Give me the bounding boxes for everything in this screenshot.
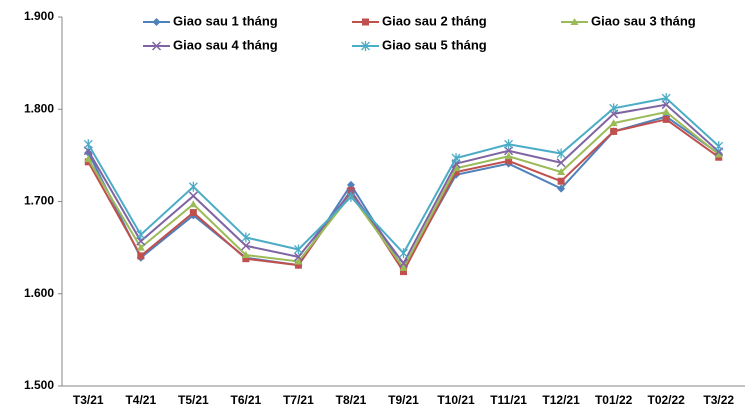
marker [361, 41, 370, 51]
marker [662, 108, 671, 116]
legend-item: Giao sau 2 tháng [352, 13, 487, 28]
legend-item: Giao sau 1 tháng [143, 13, 278, 28]
legend-label: Giao sau 3 tháng [591, 13, 696, 28]
series [83, 93, 724, 259]
legend-label: Giao sau 2 tháng [382, 13, 487, 28]
x-tick-label: T8/21 [336, 393, 367, 407]
marker [398, 258, 409, 268]
x-tick-label: T10/21 [437, 393, 475, 407]
y-tick-label: 1.600 [24, 286, 54, 300]
x-tick-label: T02/22 [648, 393, 686, 407]
legend-label: Giao sau 5 tháng [382, 37, 487, 52]
marker [661, 93, 671, 104]
series [83, 100, 724, 268]
x-tick-label: T12/21 [542, 393, 580, 407]
marker [83, 139, 93, 150]
legend-item: Giao sau 4 tháng [143, 37, 278, 52]
marker [136, 229, 146, 240]
marker [399, 248, 408, 259]
legend-item: Giao sau 3 tháng [561, 13, 696, 28]
marker [241, 241, 251, 251]
marker [293, 252, 303, 262]
marker [504, 146, 514, 156]
marker [188, 181, 198, 192]
x-tick-label: T3/22 [703, 393, 734, 407]
x-tick-label: T7/21 [283, 393, 314, 407]
marker [137, 252, 145, 260]
marker [609, 119, 618, 127]
series-line [87, 115, 720, 271]
marker [452, 168, 460, 176]
marker [451, 153, 461, 164]
marker [557, 184, 566, 193]
marker [136, 236, 146, 246]
marker [556, 158, 566, 168]
series [84, 108, 723, 271]
marker [505, 157, 513, 165]
marker [504, 139, 514, 150]
marker [400, 268, 407, 276]
x-tick-label: T5/21 [178, 393, 209, 407]
marker [241, 232, 251, 243]
legend-label: Giao sau 4 tháng [173, 37, 278, 52]
marker [714, 141, 724, 152]
marker [661, 100, 671, 110]
x-tick-label: T9/21 [388, 393, 419, 407]
y-tick-label: 1.700 [24, 194, 54, 208]
x-tick-label: T01/22 [595, 393, 633, 407]
marker [294, 257, 303, 265]
marker [151, 41, 162, 51]
marker [557, 177, 565, 185]
marker [241, 251, 250, 259]
marker [347, 186, 355, 194]
y-tick-label: 1.500 [24, 378, 54, 392]
marker [84, 155, 93, 163]
marker [570, 18, 579, 25]
series-line [87, 110, 720, 270]
marker [136, 243, 145, 251]
marker [152, 18, 161, 26]
marker [293, 244, 303, 255]
marker [504, 152, 513, 160]
marker [189, 200, 198, 208]
marker [399, 263, 408, 271]
x-tick-label: T4/21 [125, 393, 156, 407]
legend-label: Giao sau 1 tháng [173, 13, 278, 28]
legend-item: Giao sau 5 tháng [352, 37, 487, 52]
marker [362, 18, 369, 26]
marker [346, 191, 356, 202]
marker [294, 261, 302, 269]
marker [188, 191, 198, 201]
y-tick-label: 1.900 [24, 9, 54, 23]
marker [610, 127, 618, 135]
x-tick-label: T3/21 [73, 393, 104, 407]
marker [242, 255, 250, 263]
x-tick-label: T11/21 [490, 393, 527, 407]
marker [714, 150, 723, 158]
marker [609, 103, 619, 114]
marker [189, 209, 197, 217]
marker [556, 148, 566, 159]
x-tick-label: T6/21 [231, 393, 262, 407]
y-tick-label: 1.800 [24, 101, 54, 115]
marker [346, 180, 355, 189]
marker [557, 167, 566, 175]
marker [662, 115, 670, 123]
